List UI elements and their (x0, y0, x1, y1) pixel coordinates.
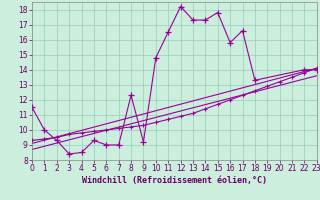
X-axis label: Windchill (Refroidissement éolien,°C): Windchill (Refroidissement éolien,°C) (82, 176, 267, 185)
